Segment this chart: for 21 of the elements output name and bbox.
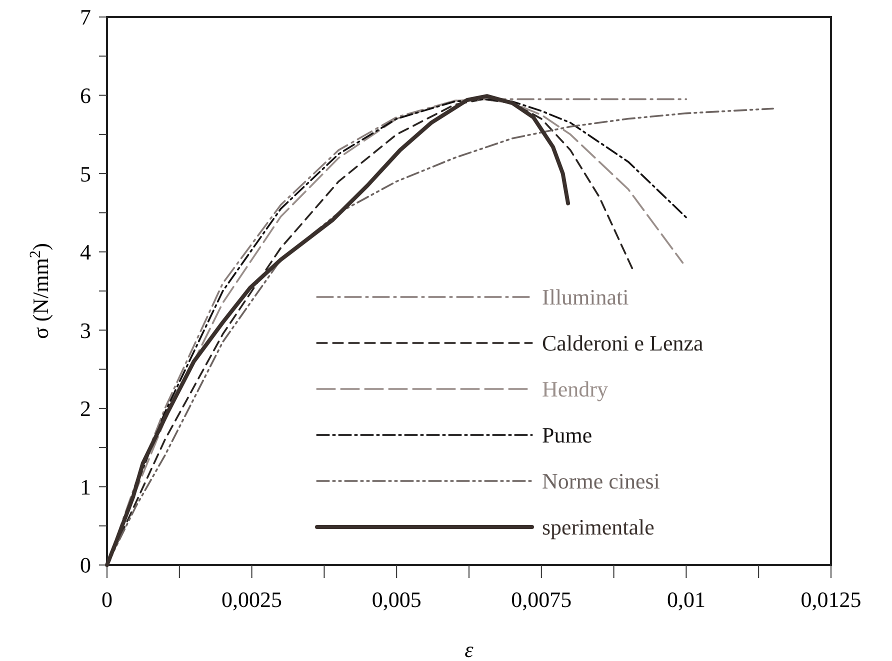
x-axis-title: ε [464,637,474,661]
y-tick-label: 1 [80,474,91,500]
y-tick-label: 2 [80,396,91,422]
text: Calderoni e Lenza [542,330,704,356]
y-tick-label: 5 [80,161,91,186]
x-tick-label: 0,0125 [800,587,862,612]
x-tick-label: 0,01 [666,587,706,612]
x-tick-label: 0 [102,587,112,612]
x-tick-label: 0,0075 [511,587,572,612]
text: sperimentale [542,514,654,540]
x-tick-label: 0,005 [372,587,422,612]
x-tick-label: 0,0025 [222,587,282,612]
y-tick-label: 4 [80,240,91,265]
text: Norme cinesi [542,468,660,494]
text: Pume [542,422,592,448]
y-tick-label: 7 [80,4,91,30]
y-tick-label: 0 [80,552,91,578]
y-tick-label: 3 [80,318,91,343]
y-tick-label: 6 [80,82,91,108]
text: Hendry [542,376,608,402]
text: Illuminati [542,284,629,310]
